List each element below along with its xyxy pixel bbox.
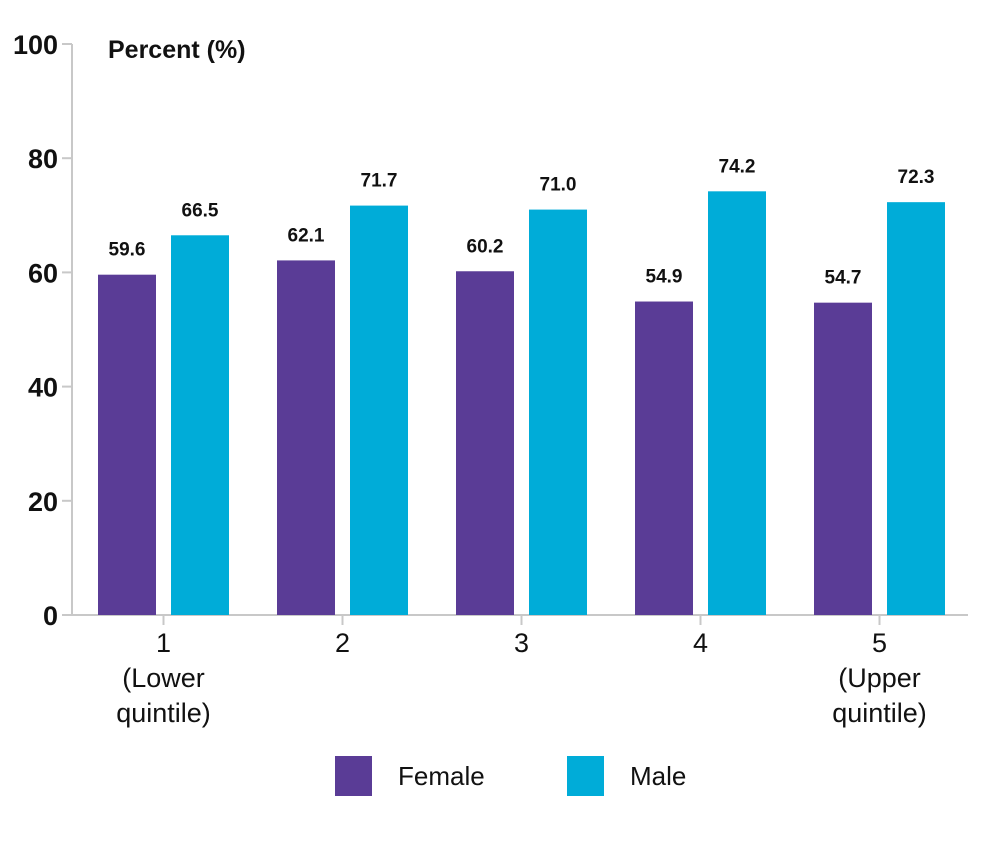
y-tick-label: 0 <box>43 601 58 631</box>
bar-male-5 <box>887 202 945 616</box>
bars: 59.6 66.5 62.1 71.7 60.2 71.0 54.9 74.2 54.7 72.3 <box>98 156 945 616</box>
x-tick-label: 5 <box>872 628 887 658</box>
bar-female-1 <box>98 274 156 615</box>
legend: Female Male <box>335 756 686 796</box>
x-ticks: 1 (Lower quintile) 2 3 4 5 (Upper quintile) <box>116 615 927 728</box>
bar-female-4 <box>635 301 693 615</box>
x-tick-label: (Lower <box>122 663 205 693</box>
bar-female-3 <box>456 271 514 615</box>
data-label-female-1: 59.6 <box>109 240 146 261</box>
data-label-male-4: 74.2 <box>719 156 756 177</box>
bar-male-4 <box>708 191 766 615</box>
y-tick-label: 40 <box>28 373 58 403</box>
y-axis-title: Percent (%) <box>108 36 246 64</box>
bar-male-2 <box>350 205 408 615</box>
x-tick-label: quintile) <box>832 698 927 728</box>
y-ticks: 0 20 40 60 80 100 <box>13 30 72 631</box>
x-tick-label: 2 <box>335 628 350 658</box>
bar-female-2 <box>277 260 335 615</box>
data-label-male-2: 71.7 <box>361 171 398 192</box>
x-tick-label: 3 <box>514 628 529 658</box>
bar-male-1 <box>171 235 229 615</box>
data-label-male-3: 71.0 <box>540 175 577 196</box>
legend-label-female: Female <box>398 761 485 791</box>
legend-label-male: Male <box>630 761 686 791</box>
data-label-female-5: 54.7 <box>825 268 862 289</box>
data-label-female-3: 60.2 <box>467 236 504 257</box>
y-tick-label: 60 <box>28 258 58 288</box>
y-tick-label: 80 <box>28 144 58 174</box>
y-tick-label: 100 <box>13 30 58 60</box>
x-tick-label: (Upper <box>838 663 921 693</box>
bar-male-3 <box>529 209 587 615</box>
legend-swatch-male <box>567 756 604 796</box>
x-tick-label: quintile) <box>116 698 211 728</box>
data-label-female-2: 62.1 <box>288 225 325 246</box>
data-label-female-4: 54.9 <box>646 267 683 288</box>
legend-swatch-female <box>335 756 372 796</box>
data-label-male-5: 72.3 <box>898 167 935 188</box>
bar-female-5 <box>814 302 872 615</box>
x-tick-label: 4 <box>693 628 708 658</box>
data-label-male-1: 66.5 <box>182 200 219 221</box>
y-tick-label: 20 <box>28 487 58 517</box>
x-tick-label: 1 <box>156 628 171 658</box>
